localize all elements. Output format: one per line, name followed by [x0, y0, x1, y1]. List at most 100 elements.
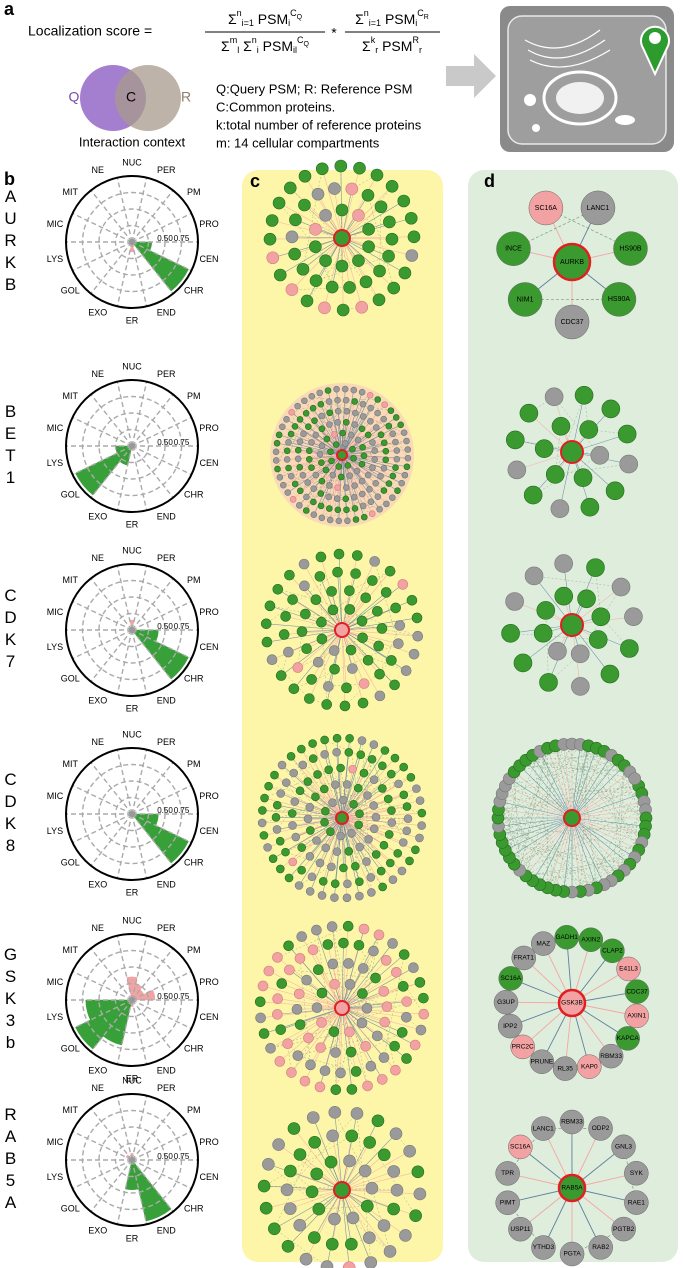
network-node [344, 847, 354, 856]
network-edge [262, 817, 343, 824]
network-node [320, 817, 329, 827]
network-node [313, 964, 324, 976]
network-edge [341, 1007, 416, 1046]
radial-tick-label: 0.50 [157, 234, 173, 243]
network-node [408, 648, 420, 660]
network-node [272, 584, 284, 595]
network-node [294, 881, 304, 890]
compartment-label: PRO [199, 423, 219, 433]
network-edge [571, 778, 635, 819]
network-node [266, 654, 278, 666]
network-edge [320, 404, 354, 459]
network-edge [341, 237, 344, 310]
network-node [308, 1135, 321, 1149]
network-node [531, 1235, 556, 1260]
network-node [601, 282, 637, 317]
network-node [570, 644, 590, 664]
network-edge [502, 842, 630, 865]
protein-label: GSK3b [1, 945, 20, 1055]
network-node [294, 446, 302, 454]
network-node [272, 1138, 285, 1151]
network-node [383, 500, 390, 508]
compartment-label: GOL [61, 858, 80, 868]
network-edge [351, 1237, 370, 1245]
node-label: RBM33 [561, 1119, 583, 1126]
compartment-label: PRO [199, 977, 219, 987]
radar-spoke [131, 629, 192, 660]
node-label: LANC1 [533, 1125, 554, 1132]
network-node [347, 829, 356, 838]
network-edge [571, 817, 645, 835]
network-node [339, 795, 348, 805]
network-node [342, 495, 350, 503]
network-edge [304, 585, 343, 631]
network-node [332, 733, 342, 743]
network-node [319, 784, 329, 794]
network-hub [335, 811, 349, 825]
compartment-label: GOL [61, 1204, 80, 1214]
network-node [384, 565, 396, 577]
network-edge [341, 629, 365, 684]
network-edge [534, 575, 622, 588]
network-edge [497, 817, 605, 885]
network-node [292, 1050, 304, 1061]
network-node [351, 421, 358, 428]
network-edge [341, 1007, 395, 1047]
network-node [398, 838, 408, 847]
network-node [364, 431, 372, 439]
network-node [328, 457, 335, 465]
network-node [330, 1047, 341, 1058]
network-edge [532, 817, 573, 881]
network-node [284, 569, 295, 581]
formula-part: PSM [254, 11, 288, 27]
network-node [351, 398, 358, 405]
network-node [495, 1190, 520, 1216]
network-edge [547, 748, 573, 819]
network-node [300, 294, 314, 308]
network-node [294, 1019, 306, 1030]
formula-part: R [412, 35, 419, 45]
network-edge [498, 793, 642, 810]
network-node [299, 1252, 313, 1266]
network-node [392, 414, 400, 421]
network-node [387, 806, 396, 815]
network-node [394, 620, 406, 631]
radar-spoke [116, 629, 133, 695]
radar-center [129, 443, 135, 449]
network-node [414, 977, 426, 988]
network-node [294, 953, 306, 964]
network-edge [341, 1171, 418, 1191]
compartment-label: CHR [184, 286, 204, 296]
compartment-label: EXO [88, 696, 107, 706]
network-node [352, 254, 365, 267]
network-edge [328, 629, 343, 687]
network-edge [279, 434, 369, 478]
network-edge [532, 755, 647, 819]
network-node [341, 440, 349, 447]
network-node [296, 931, 308, 942]
network-node [372, 605, 383, 617]
network-edge [341, 200, 404, 239]
network-edge [340, 784, 348, 836]
network-edge [548, 653, 581, 683]
network-node [355, 891, 364, 901]
compartment-label: END [157, 308, 177, 318]
compartment-label: END [157, 1066, 177, 1076]
network-node [318, 412, 326, 420]
network-edge [319, 576, 343, 631]
network-node [294, 455, 302, 463]
network-edge [341, 769, 353, 819]
network-node [345, 182, 359, 196]
network-edge [341, 960, 387, 1009]
radar-spoke [72, 600, 133, 631]
network-node [317, 490, 325, 497]
network-node [276, 978, 288, 989]
network-hub [557, 988, 587, 1018]
compartment-label: MIT [62, 391, 78, 401]
network-edge [293, 1128, 343, 1191]
compartment-label: PM [187, 759, 201, 769]
network-node [363, 791, 372, 800]
radar-bar [75, 999, 133, 1050]
network-node [386, 769, 396, 779]
radar-spoke [131, 241, 148, 307]
